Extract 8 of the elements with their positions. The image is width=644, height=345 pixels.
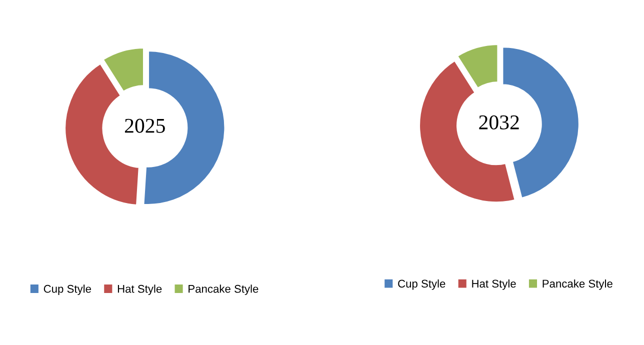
text: 2032 bbox=[479, 115, 519, 130]
legend-label: Pancake Style bbox=[542, 279, 612, 290]
legend-label: Cup Style bbox=[44, 284, 91, 295]
text: 2025 bbox=[124, 118, 165, 133]
legend-label: Hat Style bbox=[118, 284, 162, 295]
legend-label: Hat Style bbox=[472, 279, 516, 290]
legend-label: Pancake Style bbox=[188, 284, 258, 295]
legend-label: Cup Style bbox=[398, 279, 446, 290]
